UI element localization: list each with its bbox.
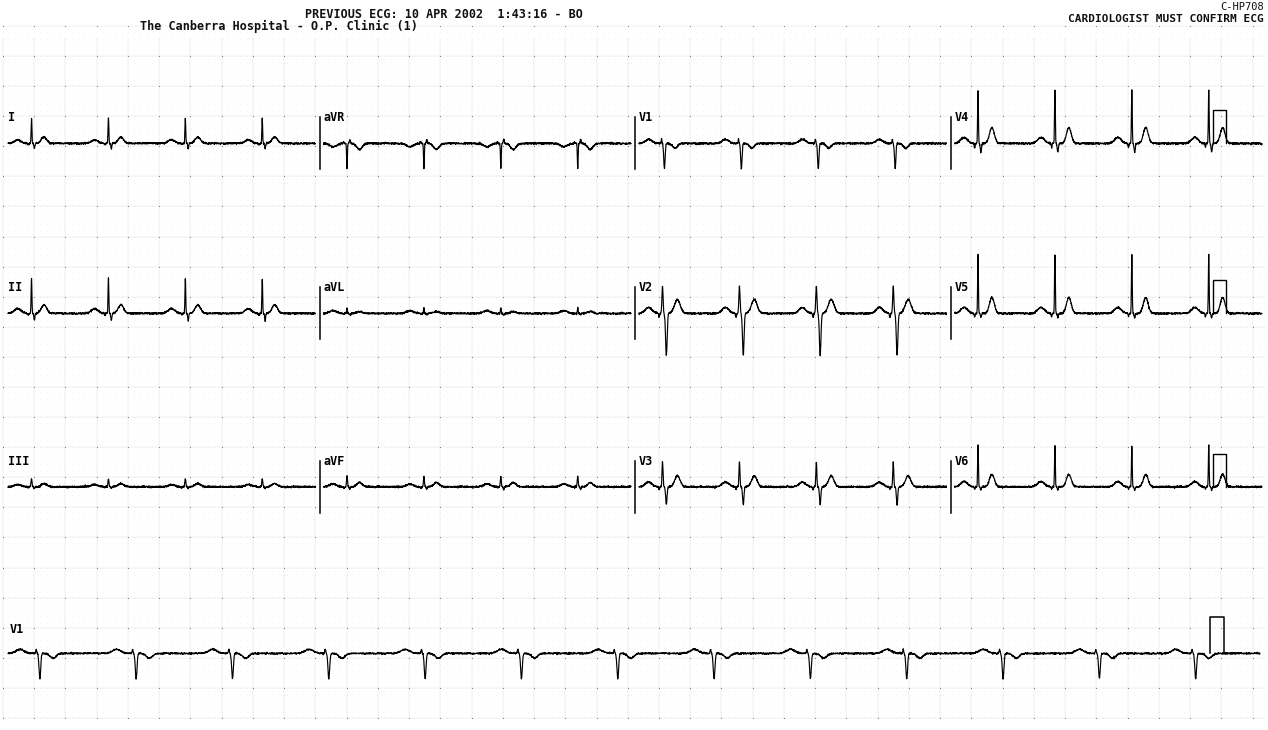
Text: aVR: aVR (323, 112, 345, 124)
Text: V6: V6 (955, 455, 969, 468)
Text: V5: V5 (955, 281, 969, 294)
Text: The Canberra Hospital - O.P. Clinic (1): The Canberra Hospital - O.P. Clinic (1) (139, 20, 418, 33)
Text: III: III (8, 455, 29, 468)
Text: CARDIOLOGIST MUST CONFIRM ECG: CARDIOLOGIST MUST CONFIRM ECG (1068, 14, 1264, 24)
Text: aVL: aVL (323, 281, 345, 294)
Text: aVF: aVF (323, 455, 345, 468)
Text: PREVIOUS ECG: 10 APR 2002  1:43:16 - BO: PREVIOUS ECG: 10 APR 2002 1:43:16 - BO (304, 8, 583, 21)
Text: I: I (8, 112, 15, 124)
Text: V4: V4 (955, 112, 969, 124)
Text: V2: V2 (639, 281, 653, 294)
Text: II: II (8, 281, 23, 294)
Text: C-HP708: C-HP708 (1220, 2, 1264, 12)
Text: V1: V1 (639, 112, 653, 124)
Text: V1: V1 (10, 623, 24, 637)
Text: V3: V3 (639, 455, 653, 468)
